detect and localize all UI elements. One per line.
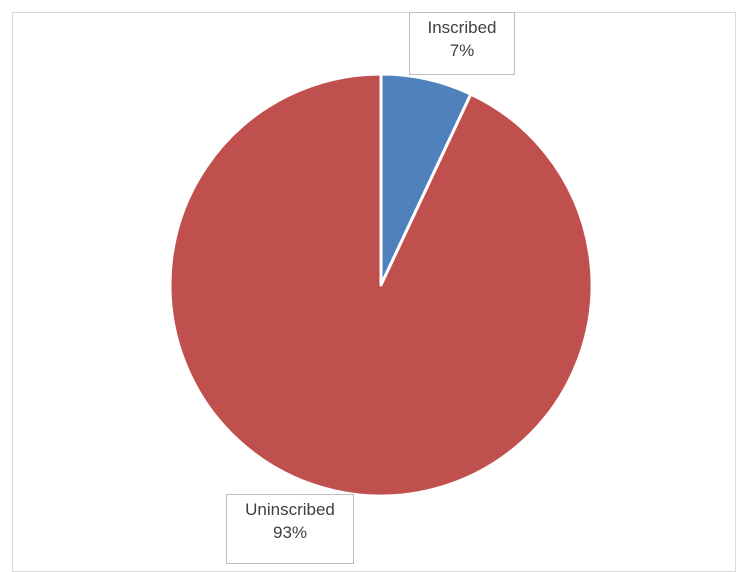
pie-chart xyxy=(168,72,594,498)
data-label-inscribed-value: 7% xyxy=(449,41,475,60)
data-label-inscribed-category: Inscribed xyxy=(427,18,497,37)
data-label-inscribed: Inscribed 7% xyxy=(409,12,515,75)
pie-slice-uninscribed xyxy=(168,72,594,498)
data-label-uninscribed: Uninscribed 93% xyxy=(226,494,354,564)
data-label-uninscribed-value: 93% xyxy=(272,523,308,542)
data-label-uninscribed-category: Uninscribed xyxy=(245,500,335,519)
